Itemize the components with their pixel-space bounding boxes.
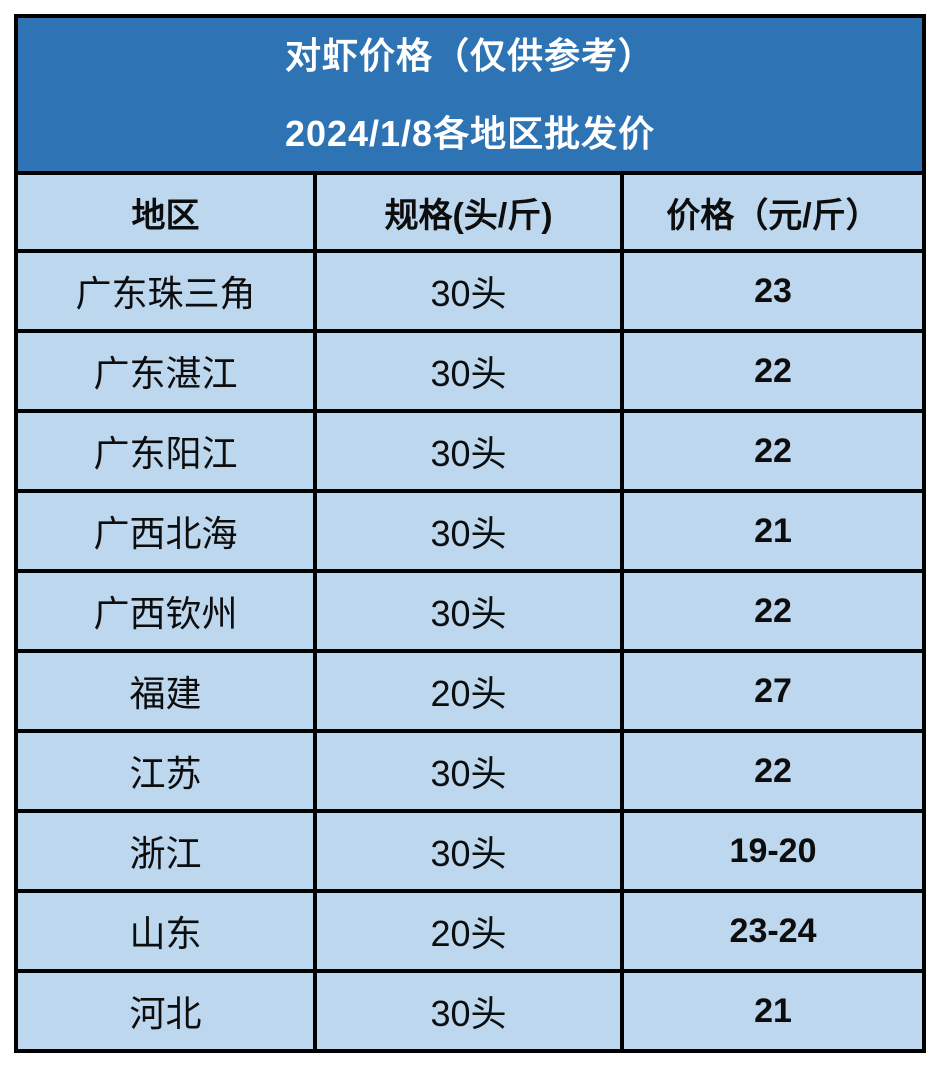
shrimp-price-table: 对虾价格（仅供参考） 2024/1/8各地区批发价 地区 规格(头/斤) 价格（… bbox=[13, 14, 927, 1053]
table-row: 广西钦州 30头 22 bbox=[14, 569, 927, 653]
price-table-image: 对虾价格（仅供参考） 2024/1/8各地区批发价 地区 规格(头/斤) 价格（… bbox=[13, 14, 927, 1058]
column-header-region: 地区 bbox=[14, 171, 317, 253]
spec-cell: 20头 bbox=[313, 649, 624, 733]
region-cell: 广西钦州 bbox=[14, 569, 317, 653]
title-band-row: 对虾价格（仅供参考） 2024/1/8各地区批发价 bbox=[13, 14, 927, 175]
table-row: 山东 20头 23-24 bbox=[14, 889, 927, 973]
price-cell: 22 bbox=[619, 329, 927, 413]
table-row: 浙江 30头 19-20 bbox=[14, 809, 927, 893]
spec-cell: 30头 bbox=[313, 729, 624, 813]
table-row: 广东阳江 30头 22 bbox=[14, 409, 927, 493]
table-row: 江苏 30头 22 bbox=[14, 729, 927, 813]
title-band: 对虾价格（仅供参考） 2024/1/8各地区批发价 bbox=[13, 14, 927, 175]
price-cell: 21 bbox=[619, 489, 927, 573]
region-cell: 福建 bbox=[14, 649, 317, 733]
spec-cell: 30头 bbox=[313, 969, 624, 1053]
spec-cell: 30头 bbox=[313, 409, 624, 493]
spec-cell: 30头 bbox=[313, 809, 624, 893]
title-block: 对虾价格（仅供参考） 2024/1/8各地区批发价 bbox=[18, 36, 922, 153]
price-cell: 22 bbox=[619, 569, 927, 653]
table-row: 河北 30头 21 bbox=[14, 969, 927, 1053]
region-cell: 江苏 bbox=[14, 729, 317, 813]
region-cell: 广东珠三角 bbox=[14, 249, 317, 333]
region-cell: 广西北海 bbox=[14, 489, 317, 573]
region-cell: 广东湛江 bbox=[14, 329, 317, 413]
column-header-row: 地区 规格(头/斤) 价格（元/斤） bbox=[14, 171, 927, 253]
column-header-spec: 规格(头/斤) bbox=[313, 171, 624, 253]
price-cell: 21 bbox=[619, 969, 927, 1053]
spec-cell: 30头 bbox=[313, 249, 624, 333]
spec-cell: 30头 bbox=[313, 329, 624, 413]
table-row: 广东珠三角 30头 23 bbox=[14, 249, 927, 333]
price-cell: 27 bbox=[619, 649, 927, 733]
region-cell: 浙江 bbox=[14, 809, 317, 893]
column-header-price: 价格（元/斤） bbox=[619, 171, 927, 253]
region-cell: 河北 bbox=[14, 969, 317, 1053]
price-cell: 22 bbox=[619, 409, 927, 493]
price-cell: 23-24 bbox=[619, 889, 927, 973]
table-row: 广西北海 30头 21 bbox=[14, 489, 927, 573]
spec-cell: 20头 bbox=[313, 889, 624, 973]
table-row: 福建 20头 27 bbox=[14, 649, 927, 733]
price-cell: 23 bbox=[619, 249, 927, 333]
region-cell: 山东 bbox=[14, 889, 317, 973]
spec-cell: 30头 bbox=[313, 569, 624, 653]
region-cell: 广东阳江 bbox=[14, 409, 317, 493]
table-row: 广东湛江 30头 22 bbox=[14, 329, 927, 413]
price-cell: 22 bbox=[619, 729, 927, 813]
price-cell: 19-20 bbox=[619, 809, 927, 893]
page-subtitle: 2024/1/8各地区批发价 bbox=[284, 112, 656, 154]
spec-cell: 30头 bbox=[313, 489, 624, 573]
page-title: 对虾价格（仅供参考） bbox=[285, 34, 656, 76]
